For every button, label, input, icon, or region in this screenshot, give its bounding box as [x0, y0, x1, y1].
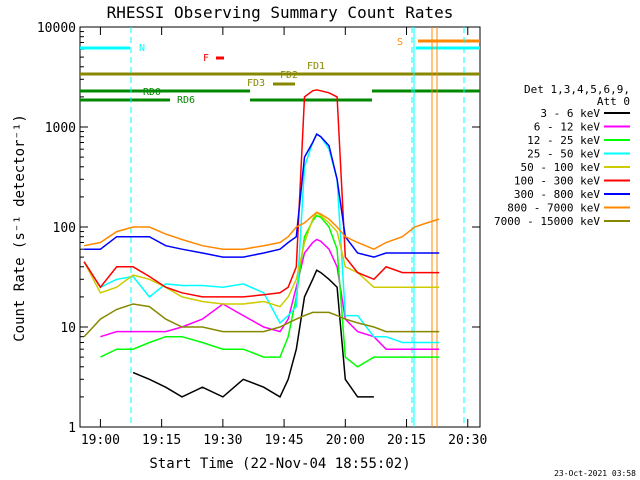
chart-title: RHESSI Observing Summary Count Rates — [107, 3, 454, 22]
annotation-layer: N F S FD1 FD2 FD3 RD0 RD6 — [80, 27, 480, 427]
timestamp: 23-Oct-2021 03:58 — [554, 469, 636, 478]
legend-title: Det 1,3,4,5,6,9, — [524, 83, 630, 96]
annotation-label: F — [203, 53, 209, 64]
legend-title: Att 0 — [597, 95, 630, 108]
y-axis-label: Count Rate (s⁻¹ detector⁻¹) — [12, 114, 28, 342]
series-line — [132, 269, 374, 398]
series-line — [83, 211, 440, 251]
x-axis-label: Start Time (22-Nov-04 18:55:02) — [149, 456, 410, 472]
x-tick-label: 19:15 — [142, 433, 181, 448]
legend-label: 100 - 300 keV — [514, 175, 600, 188]
series-line — [83, 211, 440, 308]
x-tick-label: 19:00 — [81, 433, 120, 448]
y-tick-label: 10 — [60, 321, 76, 336]
y-tick-label: 1 — [68, 421, 76, 436]
x-tick-label: 20:15 — [387, 433, 426, 448]
y-tick-label: 1000 — [45, 121, 76, 136]
y-tick-label: 100 — [53, 221, 76, 236]
annotation-label: FD1 — [307, 61, 325, 72]
series-line — [84, 133, 440, 258]
series-layer — [83, 89, 440, 398]
legend-label: 3 - 6 keV — [540, 107, 600, 120]
legend-label: 300 - 800 keV — [514, 188, 600, 201]
legend-label: 7000 - 15000 keV — [494, 215, 600, 228]
series-line — [83, 133, 440, 344]
annotation-label: N — [139, 43, 145, 54]
annotation-label: RD0 — [143, 87, 161, 98]
x-tick-label: 19:30 — [203, 433, 242, 448]
x-tick-label: 20:30 — [448, 433, 487, 448]
annotation-label: FD3 — [247, 78, 265, 89]
x-tick-label: 20:00 — [326, 433, 365, 448]
legend-label: 6 - 12 keV — [534, 121, 601, 134]
legend-label: 25 - 50 keV — [527, 148, 600, 161]
series-line — [83, 89, 440, 298]
annotation-label: RD6 — [177, 95, 195, 106]
annotation-label: FD2 — [280, 70, 298, 81]
series-line — [83, 303, 440, 338]
series-line — [100, 238, 440, 350]
y-tick-label: 10000 — [37, 21, 76, 36]
x-tick-label: 19:45 — [265, 433, 304, 448]
legend-label: 12 - 25 keV — [527, 134, 600, 147]
tick-layer: 19:00 19:15 19:30 19:45 20:00 20:15 20:30 1 10 10… — [37, 21, 487, 448]
legend-label: 800 - 7000 keV — [507, 202, 600, 215]
legend-label: 50 - 100 keV — [521, 161, 601, 174]
annotation-label: S — [397, 37, 403, 48]
series-line — [100, 214, 440, 368]
